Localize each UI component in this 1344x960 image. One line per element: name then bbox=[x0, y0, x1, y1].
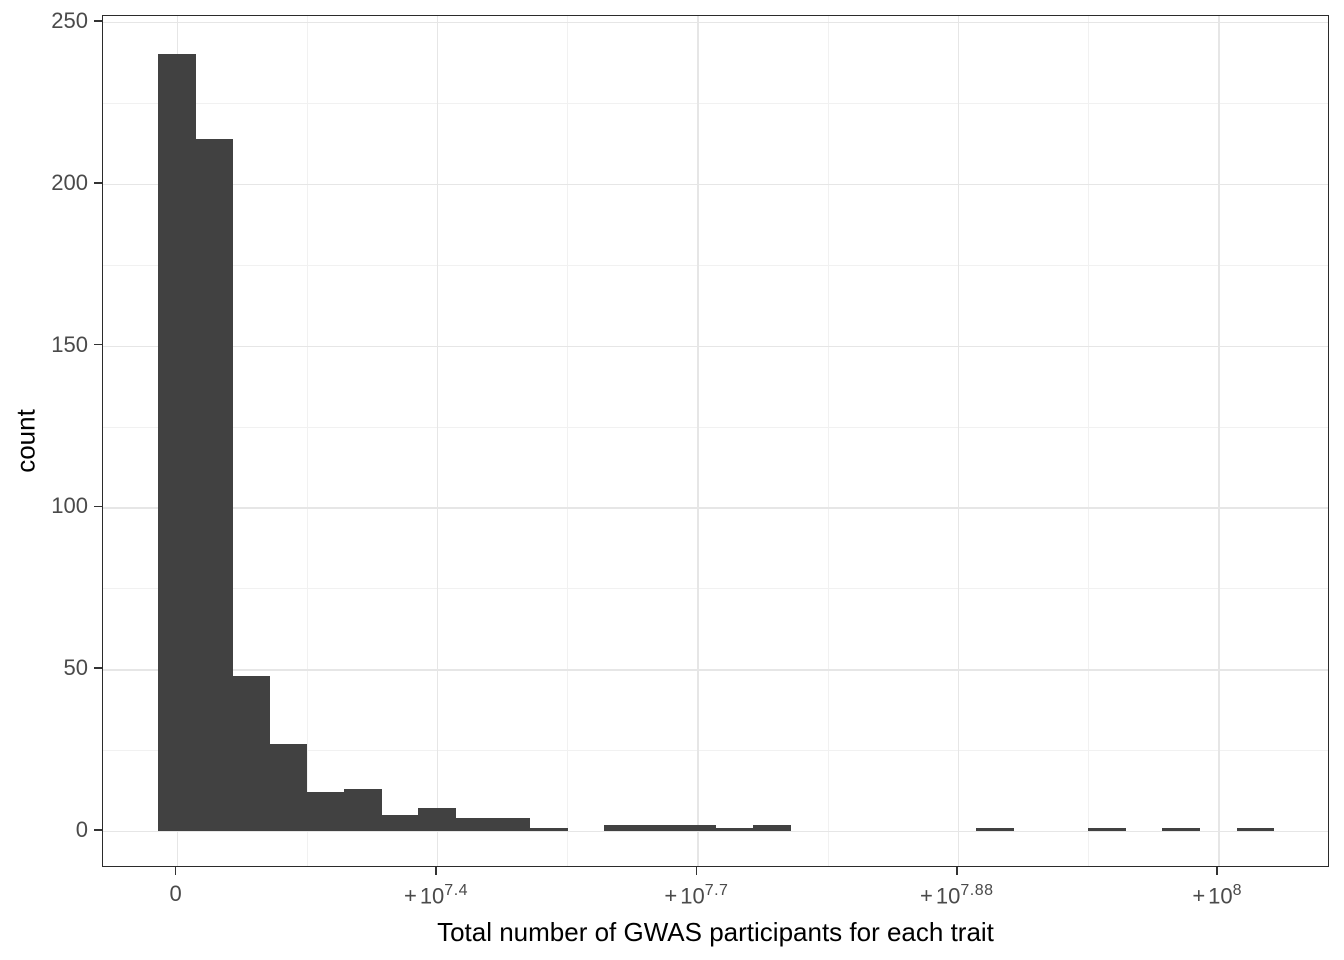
y-tick bbox=[94, 505, 102, 508]
x-gridline-major bbox=[1218, 16, 1220, 866]
y-tick-label: 50 bbox=[63, 655, 88, 681]
x-gridline-minor bbox=[567, 16, 569, 866]
plus-sign: + bbox=[403, 883, 417, 909]
plus-sign: + bbox=[920, 883, 933, 909]
y-axis-title: count bbox=[10, 409, 41, 473]
y-gridline-minor bbox=[103, 750, 1328, 752]
histogram-bar bbox=[1236, 827, 1275, 831]
y-gridline-major bbox=[103, 831, 1328, 833]
tick-exponent: 7.88 bbox=[960, 882, 994, 899]
x-gridline-major bbox=[697, 16, 699, 866]
y-tick-label: 0 bbox=[75, 817, 88, 842]
tick-exponent: 7.7 bbox=[704, 882, 729, 899]
histogram-bar bbox=[678, 824, 717, 831]
histogram-bar bbox=[269, 743, 308, 831]
tick-base: 0 bbox=[169, 881, 182, 906]
tick-base: 10 bbox=[419, 883, 445, 909]
tick-base: 10 bbox=[680, 883, 705, 909]
histogram-bar bbox=[455, 818, 494, 831]
x-gridline-major bbox=[437, 16, 439, 866]
histogram-bar bbox=[418, 808, 456, 831]
y-tick-label: 150 bbox=[51, 331, 88, 357]
x-tick bbox=[435, 867, 437, 875]
y-tick bbox=[94, 343, 102, 346]
histogram-bar bbox=[195, 138, 233, 831]
x-gridline-minor bbox=[827, 16, 829, 866]
x-tick-label: 0 bbox=[96, 878, 256, 907]
histogram-bar bbox=[976, 827, 1014, 831]
histogram-bar bbox=[381, 814, 419, 831]
x-tick-label: +107.4 bbox=[356, 878, 516, 909]
histogram-bar bbox=[344, 788, 382, 831]
y-gridline-major bbox=[103, 507, 1328, 509]
plus-sign: + bbox=[1192, 883, 1206, 909]
histogram-bar bbox=[753, 824, 791, 831]
y-gridline-major bbox=[103, 669, 1328, 671]
histogram-bar bbox=[716, 827, 754, 831]
y-tick-label: 250 bbox=[51, 8, 88, 33]
x-tick-label: +107.88 bbox=[877, 878, 1037, 909]
y-gridline-major bbox=[103, 345, 1328, 347]
histogram-bar bbox=[1162, 827, 1200, 831]
y-tick-label: 100 bbox=[51, 493, 88, 519]
y-gridline-major bbox=[103, 22, 1328, 24]
x-tick-label: +108 bbox=[1137, 878, 1297, 909]
x-axis-title: Total number of GWAS participants for ea… bbox=[437, 917, 994, 947]
x-tick-label: +107.7 bbox=[616, 878, 776, 909]
tick-exponent: 7.4 bbox=[444, 882, 469, 899]
y-gridline-major bbox=[103, 183, 1328, 186]
y-tick-label: 200 bbox=[51, 169, 88, 195]
x-tick bbox=[956, 867, 958, 875]
histogram-bar bbox=[232, 675, 270, 831]
y-tick bbox=[94, 829, 102, 831]
histogram-bar bbox=[641, 824, 680, 831]
y-gridline-minor bbox=[103, 264, 1328, 266]
tick-base: 10 bbox=[935, 883, 961, 909]
x-tick bbox=[695, 867, 698, 875]
histogram-bar bbox=[158, 54, 196, 831]
histogram-bar bbox=[1088, 827, 1126, 831]
histogram-bar bbox=[306, 792, 345, 831]
histogram-bar bbox=[492, 818, 531, 831]
x-tick bbox=[1216, 867, 1219, 875]
y-gridline-minor bbox=[103, 426, 1328, 428]
x-tick bbox=[174, 867, 177, 875]
tick-base: 10 bbox=[1208, 883, 1233, 909]
histogram-bar bbox=[530, 827, 568, 831]
y-gridline-minor bbox=[103, 588, 1328, 590]
histogram-bar bbox=[604, 824, 642, 831]
tick-exponent: 8 bbox=[1232, 882, 1243, 899]
y-tick bbox=[94, 20, 102, 22]
x-gridline-minor bbox=[306, 16, 308, 866]
y-tick bbox=[94, 181, 102, 184]
y-tick bbox=[94, 667, 102, 670]
plus-sign: + bbox=[664, 883, 678, 909]
y-gridline-minor bbox=[103, 102, 1328, 104]
x-gridline-major bbox=[957, 16, 960, 866]
x-gridline-minor bbox=[1088, 16, 1089, 866]
plot-panel bbox=[102, 15, 1329, 867]
